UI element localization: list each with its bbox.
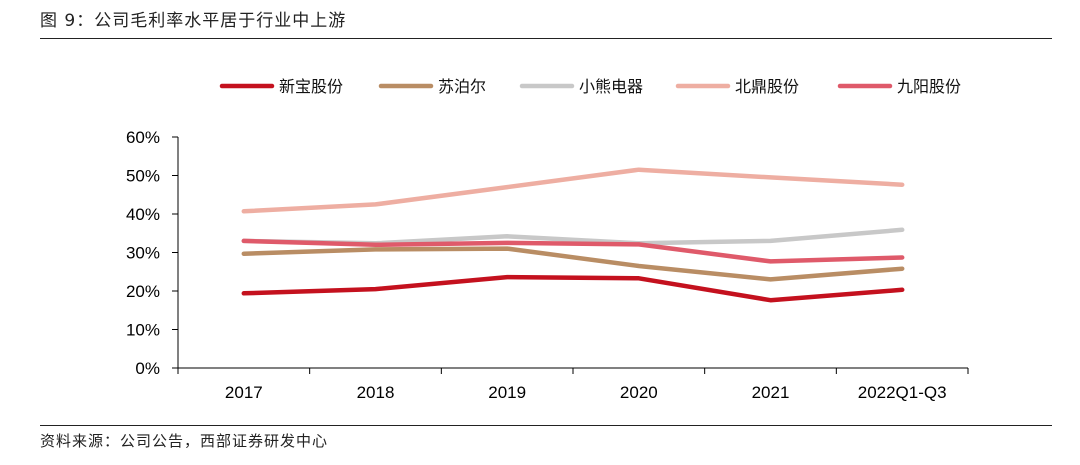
x-tick-label: 2018 <box>357 383 395 402</box>
series-line-5 <box>241 238 905 264</box>
y-axis: 0% 10% 20% 30% 40% 50% 60% <box>126 128 179 378</box>
y-tick-label: 50% <box>126 167 160 186</box>
legend: 新宝股份 苏泊尔 小熊电器 北鼎股份 九阳股份 <box>219 77 961 96</box>
legend-label: 北鼎股份 <box>735 77 799 96</box>
legend-label: 苏泊尔 <box>438 77 486 96</box>
top-divider <box>40 38 1052 39</box>
x-tick-label: 2021 <box>752 383 790 402</box>
legend-item-4: 北鼎股份 <box>675 77 799 96</box>
source-note: 资料来源：公司公告，西部证券研发中心 <box>40 432 329 450</box>
x-axis: 2017 2018 2019 2020 2021 2022Q1-Q3 <box>177 367 969 402</box>
legend-label: 九阳股份 <box>897 77 961 96</box>
legend-label: 小熊电器 <box>579 77 643 96</box>
x-tick-label: 2017 <box>225 383 263 402</box>
figure-title: 图 9：公司毛利率水平居于行业中上游 <box>40 11 347 31</box>
x-tick-label: 2019 <box>488 383 526 402</box>
series-lines <box>241 167 905 303</box>
bottom-divider <box>40 425 1052 426</box>
y-tick-label: 60% <box>126 128 160 147</box>
x-tick-label: 2022Q1-Q3 <box>858 383 947 402</box>
series-line-3 <box>241 227 905 246</box>
series-line-1 <box>241 274 905 303</box>
y-tick-label: 10% <box>126 321 160 340</box>
x-tick-label: 2020 <box>620 383 658 402</box>
series-line-4 <box>241 167 905 214</box>
y-tick-label: 40% <box>126 205 160 224</box>
y-tick-label: 20% <box>126 282 160 301</box>
series-line-2 <box>241 246 905 282</box>
legend-item-3: 小熊电器 <box>519 77 643 96</box>
legend-label: 新宝股份 <box>279 77 343 96</box>
y-tick-label: 30% <box>126 244 160 263</box>
legend-item-5: 九阳股份 <box>837 77 961 96</box>
legend-item-2: 苏泊尔 <box>378 77 486 96</box>
legend-item-1: 新宝股份 <box>219 77 343 96</box>
y-tick-label: 0% <box>135 359 160 378</box>
